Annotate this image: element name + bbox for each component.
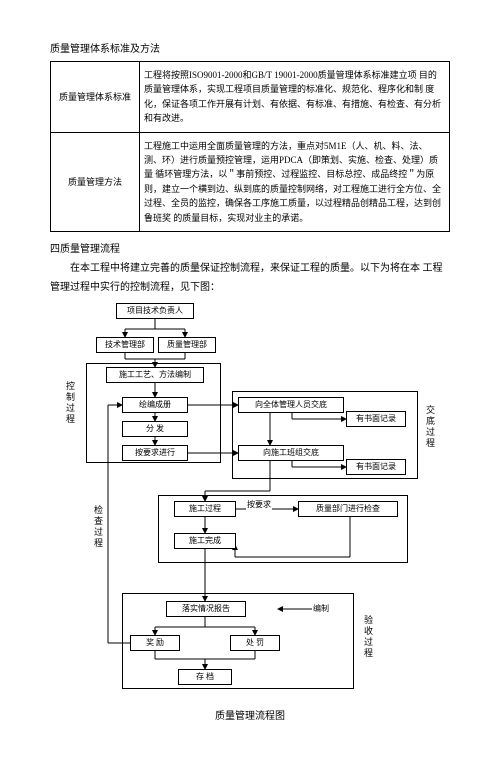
node-compile-book: 绘编成册	[122, 397, 188, 413]
label-briefing: 交底过程	[424, 405, 437, 449]
label-as-required: 按要求	[246, 499, 272, 510]
row2-text: 工程施工中运用全面质量管理的方法，重点对5M1E（人、机、料、法、测、环）进行质…	[140, 132, 450, 231]
node-record2: 有书面记录	[346, 459, 406, 475]
node-report: 落实情况报告	[166, 601, 246, 617]
row1-label: 质量管理体系标准	[51, 62, 140, 133]
subheading: 四质量管理流程	[50, 240, 450, 255]
standards-table: 质量管理体系标准 工程将按照ISO9001-2000和GB/T 19001-20…	[50, 61, 450, 232]
label-compile: 编制	[312, 603, 330, 614]
section-heading: 质量管理体系标准及方法	[50, 40, 450, 55]
node-record1: 有书面记录	[346, 411, 406, 427]
node-brief-managers: 向全体管理人员交底	[238, 397, 344, 413]
flowchart: 控制过程 交底过程 检查过程 验收过程 项目技术负责人 技术管理部 质量管理部 …	[50, 301, 450, 701]
node-as-required: 按要求进行	[122, 445, 188, 461]
node-complete: 施工完成	[174, 533, 236, 549]
intro-paragraph: 在本工程中将建立完善的质量保证控制流程，来保证工程的质量。以下为将在本 工程管理…	[50, 259, 450, 297]
node-quality-dept: 质量管理部	[158, 337, 216, 353]
node-process-compile: 施工工艺、方法编制	[106, 367, 204, 383]
node-archive: 存 档	[178, 669, 232, 685]
row1-text: 工程将按照ISO9001-2000和GB/T 19001-2000质量管理体系标…	[140, 62, 450, 133]
node-construction: 施工过程	[174, 501, 236, 517]
node-reward: 奖 励	[130, 635, 180, 651]
label-check: 检查过程	[92, 505, 105, 549]
label-accept: 验收过程	[362, 615, 375, 659]
flow-caption: 质量管理流程图	[50, 707, 450, 722]
node-tech-lead: 项目技术负责人	[116, 303, 194, 319]
node-punish: 处 罚	[230, 635, 280, 651]
node-quality-check: 质量部门进行检查	[298, 501, 398, 517]
row2-label: 质量管理方法	[51, 132, 140, 231]
node-brief-teams: 向施工班组交底	[238, 445, 344, 461]
node-distribute: 分 发	[122, 421, 188, 437]
node-tech-dept: 技术管理部	[96, 337, 154, 353]
label-control: 控制过程	[64, 381, 77, 425]
